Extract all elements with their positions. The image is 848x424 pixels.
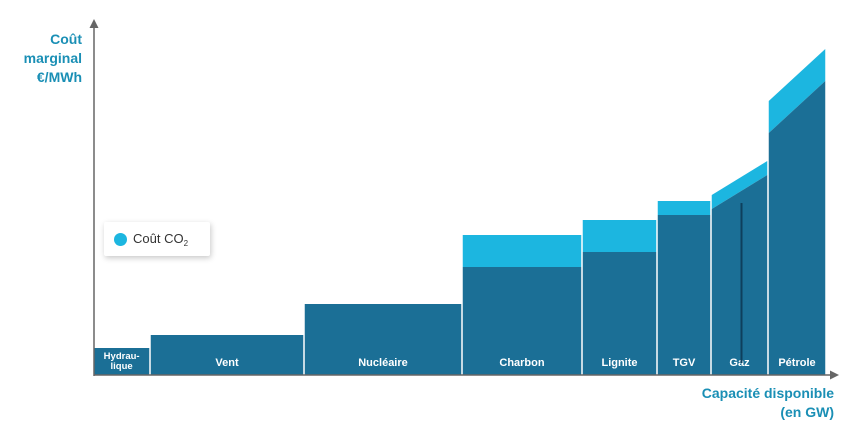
y-axis-label: Coût marginal €/MWh: [8, 30, 82, 87]
co2-segment-tgv: [657, 201, 711, 215]
bar-label-charbon: Charbon: [499, 357, 545, 369]
co2-segment-petrole: [768, 49, 826, 133]
bar-label-hydraulique-line-2: lique: [111, 361, 133, 372]
y-axis-label-line-1: Coût: [50, 31, 82, 47]
x-axis-arrow-icon: [830, 370, 839, 380]
bar-label-vent: Vent: [215, 357, 239, 369]
bar-tgv: [657, 215, 711, 375]
bar-lignite: [582, 252, 657, 375]
co2-segment-charbon: [462, 235, 582, 267]
bar-label-hydraulique-line-1: Hydrau-: [104, 351, 140, 362]
x-axis-label: Capacité disponible (en GW): [702, 384, 834, 422]
y-axis-label-line-2: marginal: [23, 50, 82, 66]
legend-co2-swatch: [114, 232, 127, 246]
x-axis-label-line-2: (en GW): [780, 404, 834, 420]
bar-hydraulique: [94, 348, 150, 375]
co2-segment-lignite: [582, 220, 657, 252]
bar-label-tgv: TGV: [673, 357, 696, 369]
legend: Coût CO2: [104, 222, 210, 256]
bar-label-gaz: Gaz: [729, 357, 750, 369]
bar-label-petrole: Pétrole: [778, 357, 815, 369]
bar-vent: [150, 335, 304, 375]
bar-gaz: [711, 175, 768, 375]
bar-charbon: [462, 267, 582, 375]
x-axis-label-line-1: Capacité disponible: [701, 385, 834, 401]
bar-label-nucleaire: Nucléaire: [358, 357, 408, 369]
y-axis-label-line-3: €/MWh: [36, 69, 82, 85]
bar-label-lignite: Lignite: [601, 357, 637, 369]
bar-nucleaire: [304, 304, 462, 375]
co2-segment-gaz: [711, 161, 768, 209]
y-axis-arrow-icon: [89, 19, 99, 28]
legend-co2-label: Coût CO2: [133, 230, 189, 248]
bar-petrole: [768, 81, 826, 375]
